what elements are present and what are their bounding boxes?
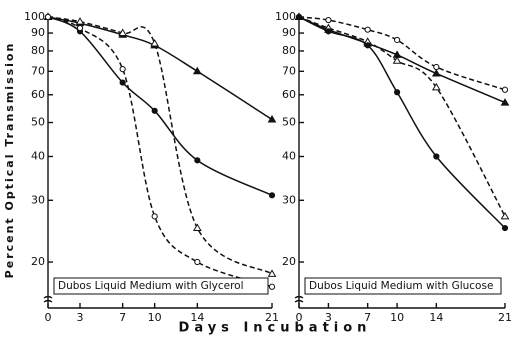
x-tick-label: 0 <box>296 311 303 324</box>
x-tick-label: 7 <box>119 311 126 324</box>
x-tick-label: 3 <box>77 311 84 324</box>
marker <box>267 115 277 123</box>
y-tick-label: 30 <box>282 193 296 206</box>
marker <box>192 223 202 232</box>
marker <box>325 16 332 24</box>
y-tick-label: 50 <box>282 116 296 129</box>
marker <box>44 13 52 21</box>
panel-title: Dubos Liquid Medium with Glucose <box>309 280 493 292</box>
marker <box>119 66 126 73</box>
x-tick-label: 7 <box>364 311 371 324</box>
y-tick-label: 80 <box>282 44 296 57</box>
y-tick-label: 100 <box>275 10 296 23</box>
marker <box>325 28 332 35</box>
y-tick-label: 90 <box>31 26 45 39</box>
marker <box>501 86 509 93</box>
marker <box>364 42 371 49</box>
marker <box>364 26 371 33</box>
marker <box>433 63 440 71</box>
x-tick-label: 3 <box>325 311 332 324</box>
y-tick-label: 50 <box>31 116 45 129</box>
title-box <box>53 277 269 295</box>
marker <box>500 98 510 106</box>
y-axis-label: Percent Optical Transmission <box>3 42 16 279</box>
x-tick-label: 10 <box>390 311 404 324</box>
curve <box>298 16 506 217</box>
y-tick-label: 90 <box>282 26 296 39</box>
marker <box>119 79 126 86</box>
y-tick-label: 20 <box>282 255 296 268</box>
y-tick-label: 20 <box>31 255 45 268</box>
x-tick-label: 21 <box>498 311 512 324</box>
y-tick-label: 60 <box>31 88 45 101</box>
y-tick-label: 30 <box>31 193 45 206</box>
y-tick-label: 80 <box>31 44 45 57</box>
marker <box>501 224 509 232</box>
marker <box>192 66 202 75</box>
x-tick-label: 14 <box>190 311 204 324</box>
x-tick-label: 14 <box>429 311 443 324</box>
curve <box>47 16 273 196</box>
marker <box>431 82 441 91</box>
y-tick-label: 60 <box>282 88 296 101</box>
marker <box>500 211 510 220</box>
marker <box>151 213 158 220</box>
panel-title: Dubos Liquid Medium with Glycerol <box>58 280 244 292</box>
y-tick-label: 100 <box>24 10 45 23</box>
marker <box>194 258 201 266</box>
marker <box>393 89 401 96</box>
marker <box>194 157 201 164</box>
curve <box>47 16 273 288</box>
marker <box>150 39 160 47</box>
axis-break <box>294 295 304 303</box>
y-tick-label: 40 <box>31 150 45 163</box>
marker <box>392 56 402 64</box>
marker <box>295 13 303 21</box>
axis-break <box>43 295 53 303</box>
marker <box>267 269 277 277</box>
marker <box>268 283 276 290</box>
y-tick-label: 70 <box>282 64 296 77</box>
curve <box>298 16 506 229</box>
x-tick-label: 10 <box>148 311 162 324</box>
y-tick-label: 40 <box>282 150 296 163</box>
curve <box>47 16 273 275</box>
x-tick-label: 21 <box>265 311 279 324</box>
title-box <box>304 277 502 295</box>
marker <box>393 36 401 44</box>
marker <box>431 68 441 77</box>
marker <box>76 24 84 32</box>
y-tick-label: 70 <box>31 64 45 77</box>
marker <box>118 28 128 37</box>
marker <box>433 153 440 160</box>
marker <box>75 17 85 25</box>
x-axis-label: Days Incubation <box>179 321 372 336</box>
marker <box>151 107 158 114</box>
marker <box>268 192 276 199</box>
x-tick-label: 0 <box>45 311 52 324</box>
